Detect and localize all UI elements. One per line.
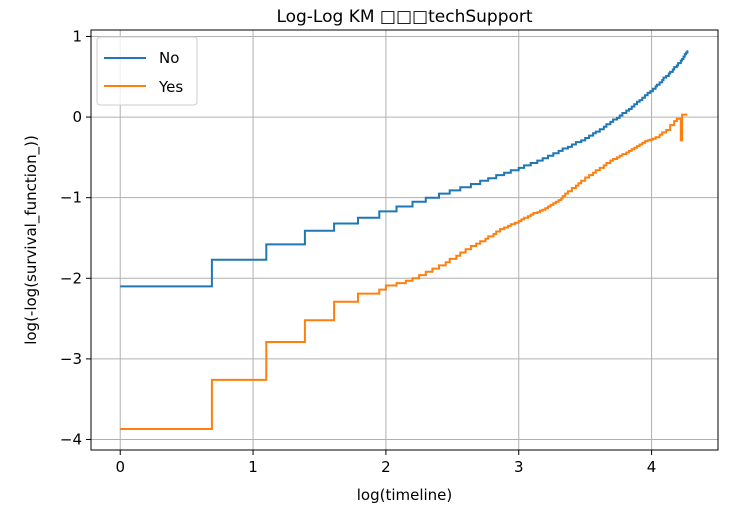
y-tick-label: −3 [60, 350, 82, 368]
x-tick-label: 2 [381, 458, 391, 476]
y-tick-label: −1 [60, 189, 82, 207]
x-tick-label: 0 [115, 458, 125, 476]
y-axis-label: log(-log(survival_function_)) [22, 135, 41, 345]
x-tick-label: 4 [647, 458, 657, 476]
chart-title: Log-Log KM □□□techSupport [276, 7, 532, 27]
series-line-no [120, 50, 689, 288]
legend-label-no: No [159, 49, 179, 67]
legend-box [96, 36, 198, 106]
y-tick-label: −4 [60, 431, 82, 449]
y-tick-label: 0 [72, 108, 82, 126]
x-tick-label: 3 [514, 458, 524, 476]
plot-frame [90, 29, 719, 451]
grid-lines [91, 30, 718, 450]
axis-ticks: 0 1 2 3 4 −4 −3 −2 −1 0 1 [60, 27, 656, 476]
y-tick-label: 1 [72, 27, 82, 45]
x-axis-label: log(timeline) [357, 486, 453, 504]
series-layer [120, 50, 689, 430]
y-tick-label: −2 [60, 269, 82, 287]
series-line-yes [120, 113, 688, 430]
x-tick-label: 1 [248, 458, 258, 476]
legend-label-yes: Yes [158, 78, 183, 96]
legend: No Yes [96, 36, 198, 106]
